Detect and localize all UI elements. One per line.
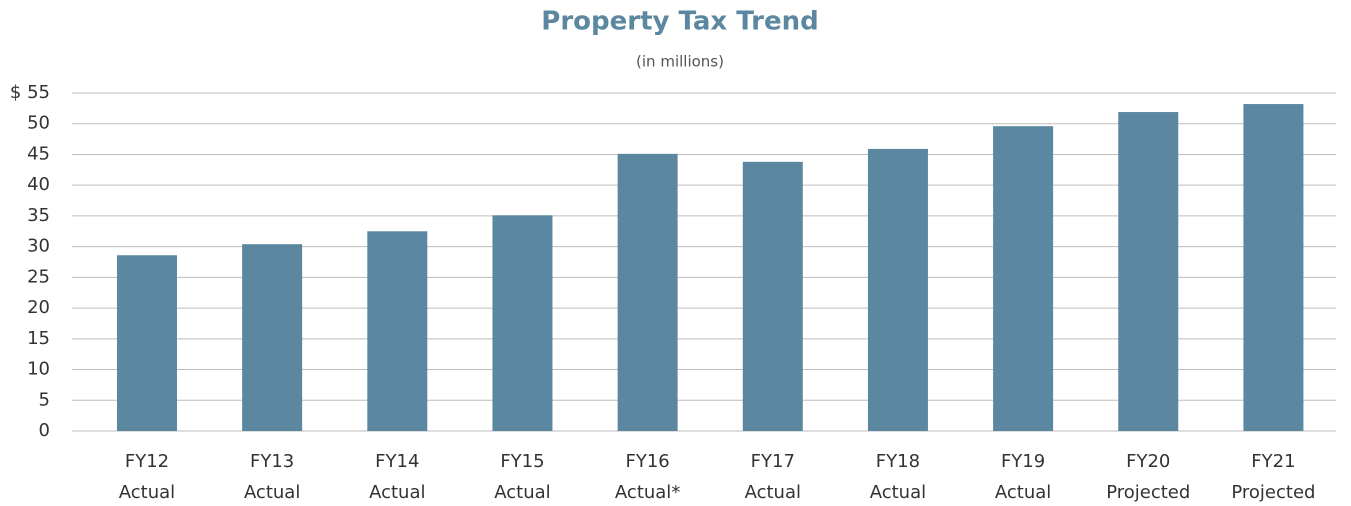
x-tick-label: FY21 [1251, 451, 1295, 472]
y-tick-label: 50 [27, 113, 50, 134]
y-tick-label: $ 55 [10, 82, 50, 103]
bar [993, 126, 1054, 431]
y-tick-label: 20 [27, 297, 50, 318]
x-tick-label: Actual [995, 482, 1051, 503]
x-tick-label: FY15 [500, 451, 544, 472]
bar [617, 153, 678, 431]
x-tick-label: FY16 [625, 451, 669, 472]
y-tick-label: 40 [27, 174, 50, 195]
x-tick-label: FY12 [125, 451, 169, 472]
y-tick-label: 45 [27, 143, 50, 164]
y-tick-label: 15 [27, 328, 50, 349]
y-tick-label: 35 [27, 205, 50, 226]
bar [1243, 104, 1304, 431]
y-tick-label: 30 [27, 236, 50, 257]
y-tick-label: 10 [27, 359, 50, 380]
bar [1118, 112, 1179, 432]
bar [367, 231, 428, 431]
x-tick-label: FY17 [751, 451, 795, 472]
x-tick-label: FY13 [250, 451, 294, 472]
x-tick-label: FY19 [1001, 451, 1045, 472]
y-tick-label: 5 [39, 389, 50, 410]
x-tick-label: FY20 [1126, 451, 1170, 472]
bar [242, 244, 303, 431]
x-tick-label: FY18 [876, 451, 920, 472]
y-tick-label: 0 [39, 420, 50, 441]
x-tick-label: Actual [745, 482, 801, 503]
bar [492, 215, 553, 431]
y-tick-label: 25 [27, 266, 50, 287]
chart-subtitle: (in millions) [636, 53, 724, 71]
x-tick-label: Actual* [615, 482, 680, 503]
x-tick-label: Actual [870, 482, 926, 503]
bar [867, 148, 928, 431]
x-tick-label: Actual [494, 482, 550, 503]
x-tick-label: Actual [119, 482, 175, 503]
x-tick-label: Projected [1106, 482, 1190, 503]
bar [116, 255, 177, 431]
chart-title: Property Tax Trend [541, 7, 818, 37]
x-tick-label: Actual [369, 482, 425, 503]
x-tick-label: Projected [1231, 482, 1315, 503]
x-tick-label: Actual [244, 482, 300, 503]
bar [742, 161, 803, 431]
x-tick-label: FY14 [375, 451, 419, 472]
